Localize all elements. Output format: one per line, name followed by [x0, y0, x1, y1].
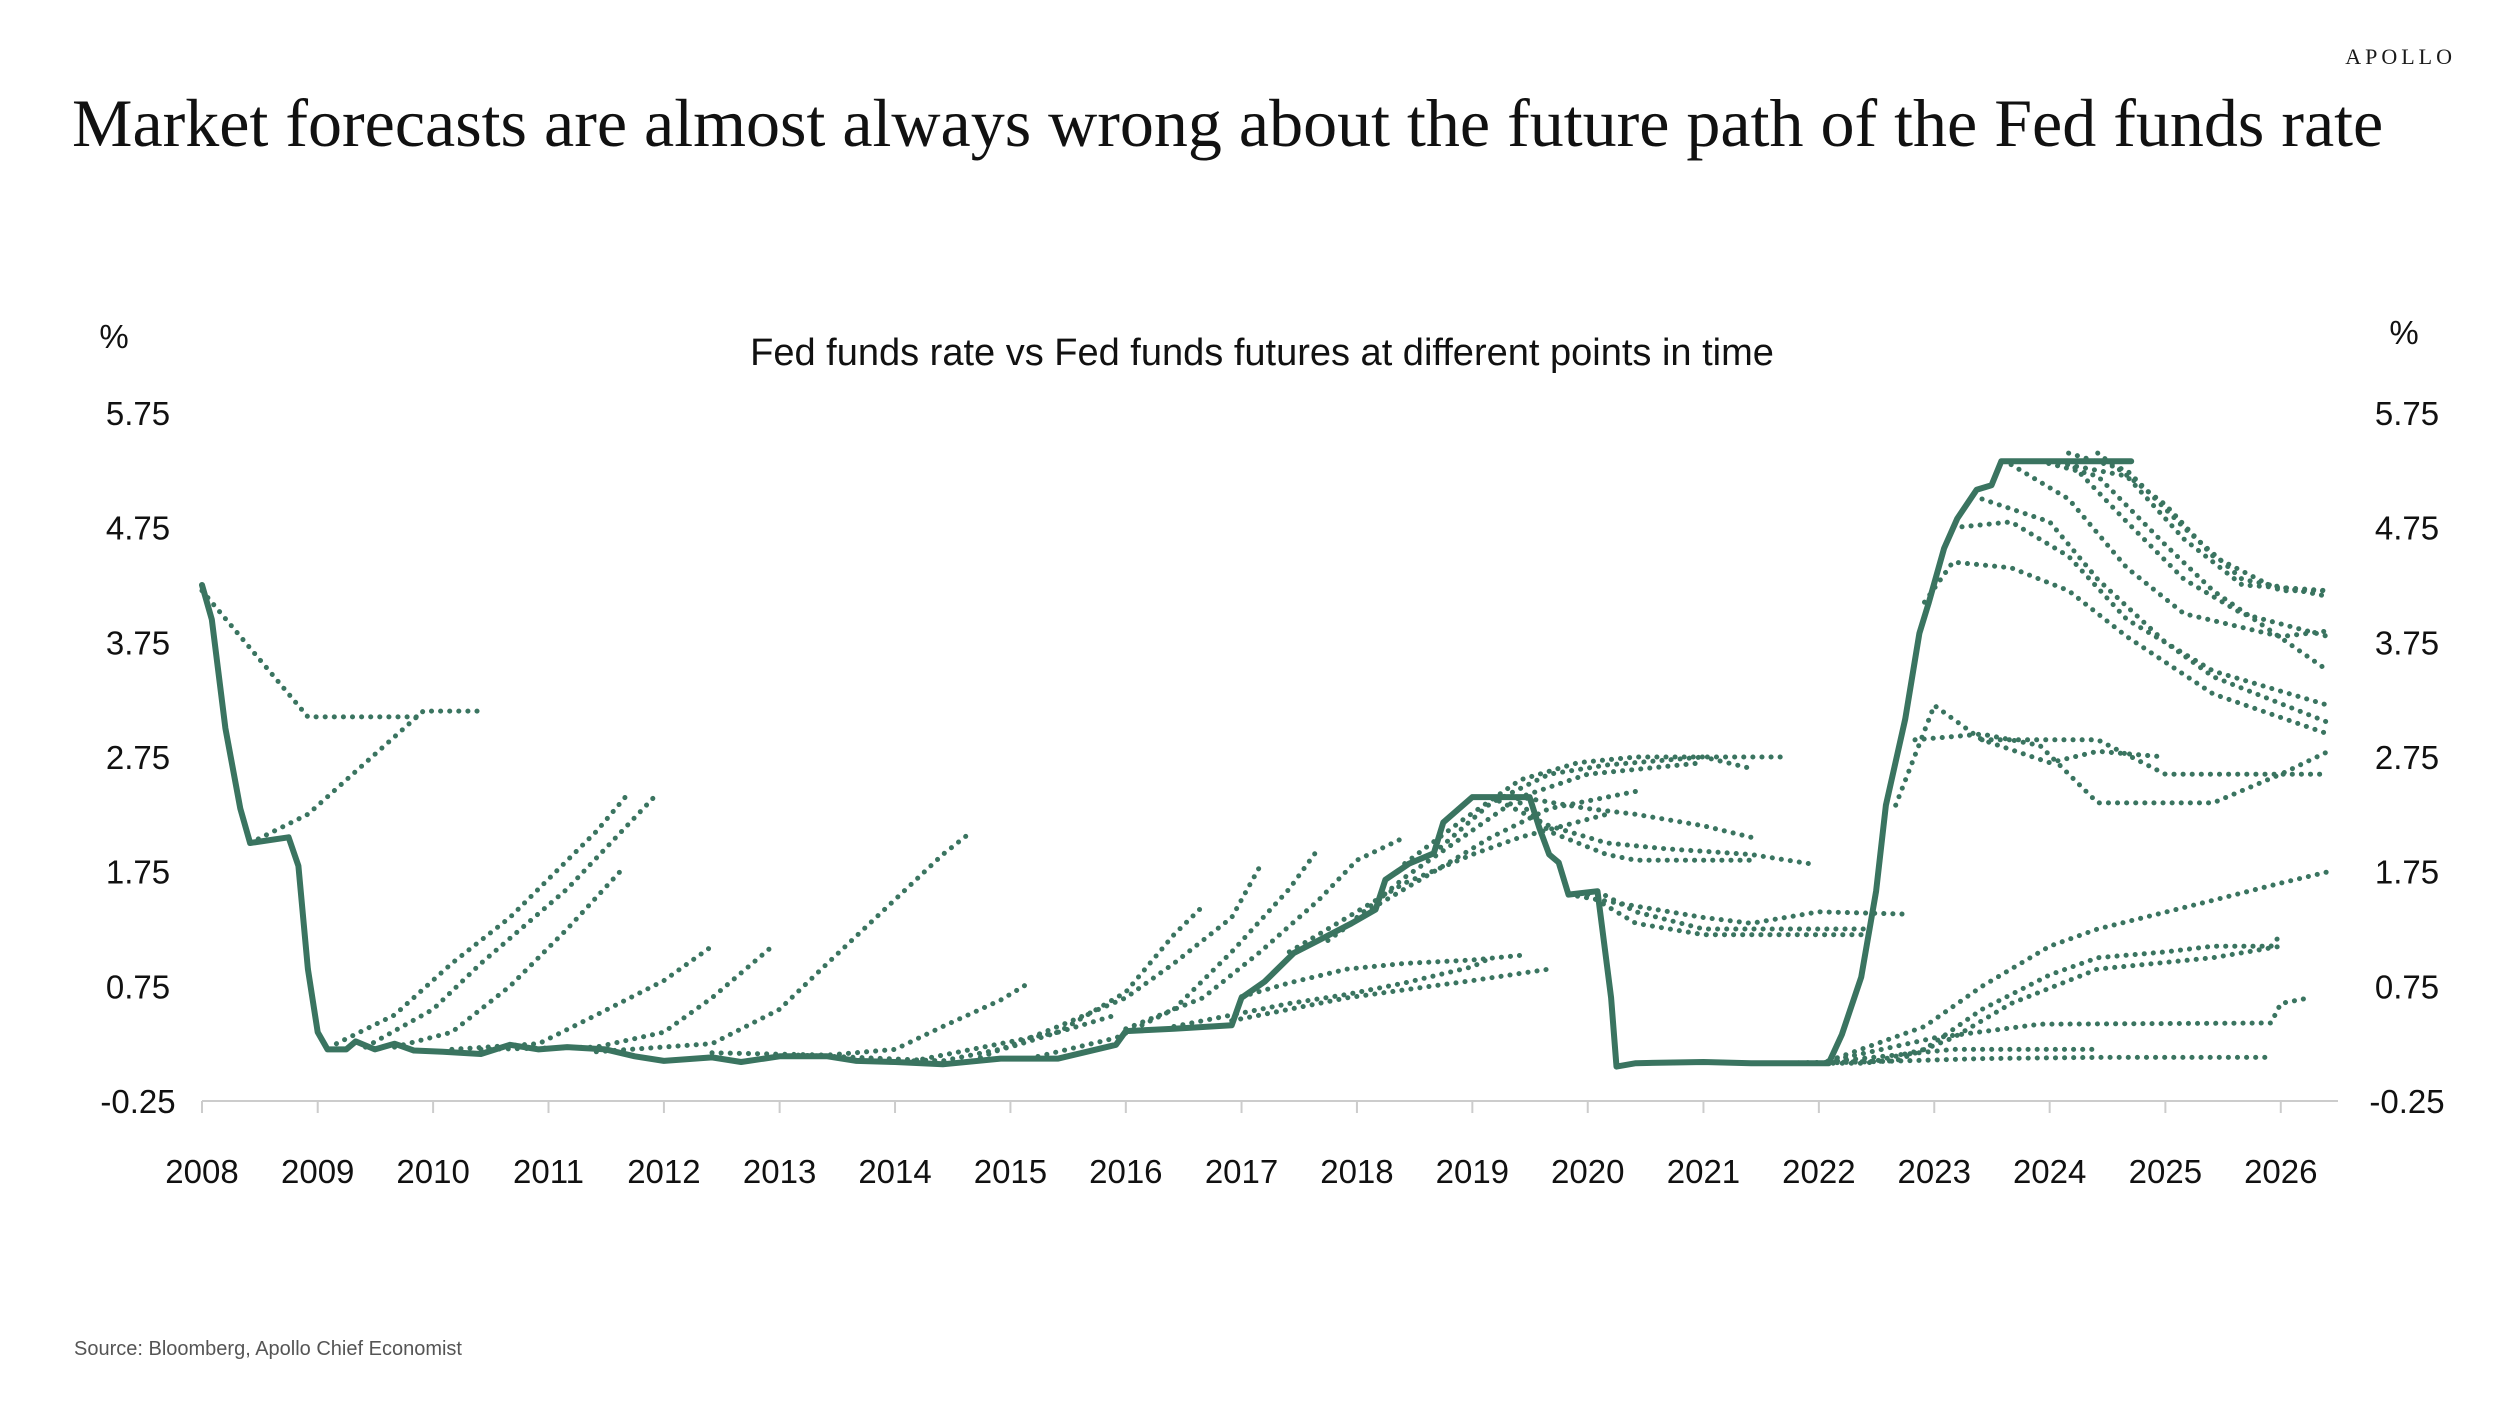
futures-curve-line — [1171, 955, 1494, 1029]
futures-curve-line — [1748, 932, 2284, 1066]
futures-curve-line — [1922, 559, 2331, 737]
x-tick-label: 2009 — [281, 1153, 354, 1190]
y-tick-label-left: -0.25 — [100, 1083, 175, 1120]
futures-curve-line — [363, 794, 657, 1050]
fed-funds-rate-line — [199, 458, 2135, 1070]
futures-curve-line — [1286, 811, 1610, 955]
futures-curve-line — [1595, 888, 1870, 932]
futures-curve-line — [478, 946, 773, 1052]
x-tick-label: 2015 — [974, 1153, 1047, 1190]
futures-curve-line — [709, 980, 1032, 1058]
futures-curve-line — [1517, 800, 1754, 863]
x-tick-label: 2024 — [2013, 1153, 2086, 1190]
futures-curve-line — [1469, 794, 1754, 840]
x-tick-label: 2017 — [1205, 1153, 1278, 1190]
futures-curve-line — [1566, 892, 1908, 926]
futures-curve-line — [2008, 462, 2331, 640]
y-tick-label-left: 0.75 — [106, 968, 170, 1005]
futures-curve-line — [1026, 846, 1321, 1062]
x-tick-label: 2008 — [165, 1153, 238, 1190]
x-tick-label: 2025 — [2129, 1153, 2202, 1190]
futures-curve-line — [2066, 458, 2331, 640]
futures-curve-line — [1835, 1046, 2101, 1064]
futures-curve-line — [1816, 995, 2312, 1066]
y-tick-label-right: 0.75 — [2375, 968, 2439, 1005]
y-tick-label-right: 3.75 — [2375, 624, 2439, 661]
y-axis-unit-right: % — [2389, 314, 2418, 351]
futures-curve-line — [1354, 760, 1706, 920]
futures-curve-line — [795, 1012, 1119, 1064]
x-tick-label: 2010 — [396, 1153, 469, 1190]
x-tick-label: 2019 — [1436, 1153, 1509, 1190]
y-tick-label-right: 4.75 — [2375, 510, 2439, 547]
futures-curve-line — [1826, 869, 2331, 1064]
y-tick-label-right: 1.75 — [2375, 854, 2439, 891]
futures-curve-line — [333, 794, 628, 1047]
y-tick-label-left: 4.75 — [106, 510, 170, 547]
futures-curve-line — [1950, 519, 2331, 708]
x-tick-label: 2016 — [1089, 1153, 1162, 1190]
futures-curve-line — [1402, 754, 1754, 867]
futures-curve-line — [1979, 496, 2331, 726]
futures-curve-line — [2047, 458, 2331, 594]
x-tick-label: 2014 — [858, 1153, 931, 1190]
futures-curve-line — [1431, 754, 1783, 856]
futures-curve-line — [1123, 834, 1408, 1032]
futures-curve-line — [1912, 731, 2331, 806]
x-tick-label: 2022 — [1782, 1153, 1855, 1190]
futures-curve-line — [1229, 966, 1552, 1024]
chart-title: Fed funds rate vs Fed funds futures at d… — [750, 332, 1774, 374]
page-title: Market forecasts are almost always wrong… — [72, 85, 2384, 161]
futures-curve-line — [247, 708, 484, 846]
y-tick-label-right: -0.25 — [2369, 1083, 2444, 1120]
x-tick-label: 2018 — [1320, 1153, 1393, 1190]
y-tick-label-left: 3.75 — [106, 624, 170, 661]
futures-curve-line — [1325, 788, 1639, 943]
y-axis-unit-left: % — [99, 318, 128, 355]
x-tick-label: 2011 — [513, 1153, 584, 1190]
x-tick-label: 2020 — [1551, 1153, 1624, 1190]
y-tick-label-left: 2.75 — [106, 739, 170, 776]
futures-curve-line — [1239, 952, 1523, 1000]
futures-curve-line — [1893, 701, 2168, 808]
x-tick-label: 2021 — [1667, 1153, 1740, 1190]
futures-curve-line — [449, 943, 715, 1052]
y-tick-label-left: 5.75 — [106, 395, 170, 432]
futures-curve-line — [1777, 943, 2284, 1066]
futures-curve-line — [969, 863, 1263, 1064]
futures-curve-line — [1816, 1054, 2274, 1066]
futures-curve-line — [593, 829, 975, 1055]
x-tick-label: 2012 — [627, 1153, 700, 1190]
x-tick-label: 2026 — [2244, 1153, 2317, 1190]
futures-curve-line — [2037, 458, 2331, 674]
y-tick-label-right: 5.75 — [2375, 395, 2439, 432]
x-tick-label: 2023 — [1898, 1153, 1971, 1190]
x-tick-label: 2013 — [743, 1153, 816, 1190]
y-tick-label-right: 2.75 — [2375, 739, 2439, 776]
futures-curve-line — [199, 588, 426, 720]
futures-curve-line — [1585, 892, 1870, 938]
futures-curve-line — [911, 903, 1206, 1064]
y-tick-label-left: 1.75 — [106, 854, 170, 891]
futures-curve-line — [1979, 737, 2331, 777]
source-note: Source: Bloomberg, Apollo Chief Economis… — [74, 1338, 462, 1360]
futures-curve-line — [2095, 450, 2331, 594]
brand-logo: APOLLO — [2345, 44, 2456, 69]
